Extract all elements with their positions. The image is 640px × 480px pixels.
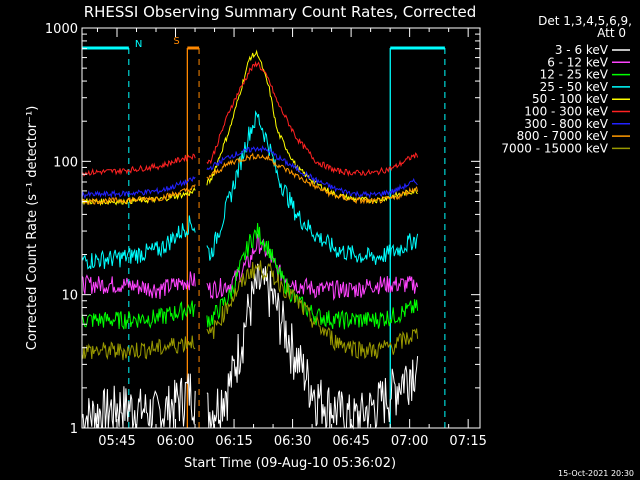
axis-layer: 1 10 100 1000 05:45 06:00 06:15 06:30 06:45 07:00… (45, 22, 487, 449)
series-line (81, 215, 196, 270)
series-line (206, 233, 419, 301)
series-line (206, 110, 419, 265)
saa-label: S (173, 36, 179, 47)
legend-label: 50 - 100 keV (532, 92, 609, 106)
y-tick-label: 1 (70, 422, 78, 437)
legend-attenuator: Att 0 (597, 26, 626, 40)
y-tick-label: 10 (61, 289, 78, 304)
series-line (206, 222, 419, 330)
series-line (81, 300, 196, 330)
plot-frame (81, 27, 481, 429)
legend-label: 3 - 6 keV (555, 43, 609, 57)
y-tick-label: 1000 (45, 22, 78, 37)
series-line (81, 335, 196, 361)
chart-title: RHESSI Observing Summary Count Rates, Co… (84, 3, 477, 21)
legend-label: 25 - 50 keV (540, 80, 609, 94)
x-axis-label: Start Time (09-Aug-10 05:36:02) (184, 456, 396, 471)
series-line (206, 152, 419, 205)
x-tick-label: 06:15 (215, 434, 252, 449)
y-tick-label: 100 (53, 155, 78, 170)
series-line (206, 263, 419, 430)
legend-detectors: Det 1,3,4,5,6,9, (538, 14, 632, 28)
legend-label: 800 - 7000 keV (517, 129, 609, 143)
x-tick-label: 05:45 (98, 434, 135, 449)
series-line (81, 373, 196, 429)
night-label: N (135, 39, 142, 50)
x-tick-label: 06:00 (157, 434, 194, 449)
x-tick-label: 07:00 (391, 434, 428, 449)
legend-label: 12 - 25 keV (540, 68, 609, 82)
series-line (206, 144, 418, 199)
series-line (206, 60, 419, 177)
y-axis-label: Corrected Count Rate (s⁻¹ detector⁻¹) (25, 106, 40, 351)
x-tick-label: 06:45 (332, 434, 369, 449)
legend-label: 7000 - 15000 keV (501, 141, 608, 155)
legend-label: 6 - 12 keV (547, 55, 609, 69)
plot-timestamp: 15-Oct-2021 20:30 (558, 469, 634, 478)
x-tick-label: 06:30 (274, 434, 311, 449)
x-tick-label: 07:15 (449, 434, 486, 449)
series-line (81, 175, 196, 199)
series-line (206, 260, 419, 360)
series-line (81, 153, 196, 177)
series-line (81, 271, 196, 299)
series-line (81, 184, 196, 206)
legend-label: 100 - 300 keV (524, 105, 608, 119)
series-layer (81, 49, 419, 430)
legend-label: 300 - 800 keV (524, 117, 608, 131)
